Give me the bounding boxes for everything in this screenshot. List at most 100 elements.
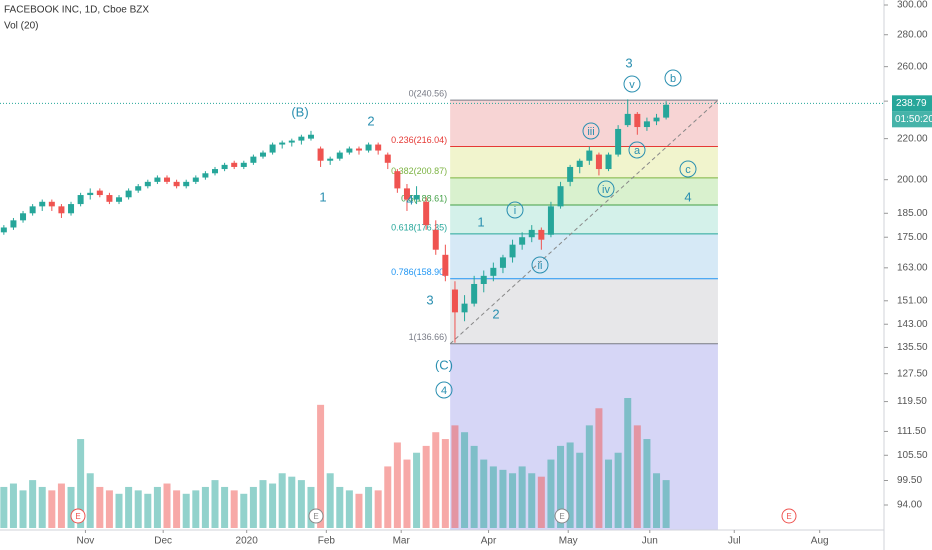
candle-body [68,204,75,214]
volume-bar [653,473,661,528]
volume-bar [355,493,363,528]
fib-label: 1(136.66) [409,332,448,342]
volume-bar [144,493,152,528]
volume-bar [499,469,507,528]
volume-bar [614,452,622,528]
volume-bar [403,459,411,528]
candle-body [595,154,602,170]
volume-bar [643,439,651,528]
wave-label: 2 [492,306,499,321]
fib-label: 0.5(188.61) [401,193,447,203]
wave-label: 1 [477,214,484,229]
candle-body [125,190,132,198]
wave-circle [531,256,549,274]
x-tick-label: May [559,536,578,547]
candle-body [87,192,94,196]
earnings-marker [781,508,797,524]
wave-circle [506,201,524,219]
volume-bar [422,445,430,528]
volume-bar [163,483,171,528]
fib-zone [450,146,718,178]
candle-body [432,229,439,250]
y-tick-label: 151.00 [897,295,928,306]
volume-bar [557,445,565,528]
volume-bar [211,480,219,528]
fib-zone [450,278,718,344]
candle-body [499,257,506,268]
wave-circle [679,160,697,178]
x-tick-label: Jun [642,536,658,547]
volume-bar [528,473,536,528]
volume-bar [9,483,17,528]
candle-body [509,244,516,258]
volume-bar [297,480,305,528]
candle-body [528,229,535,238]
volume-bar [384,466,392,528]
candle-body [365,144,372,151]
candle-body [173,181,180,187]
candle-body [106,195,113,202]
candle-body [39,201,46,207]
candle-body [29,206,36,214]
countdown-label: 01:50:20 [895,114,932,125]
volume-bar [470,445,478,528]
volume-bar [393,442,401,528]
wave-label: i [514,205,516,217]
candle-body [605,154,612,170]
candle-body [346,148,353,153]
volume-bar [585,425,593,528]
fib-label: 0.618(176.35) [391,222,447,232]
fib-label: 0.382(200.87) [391,166,447,176]
candle-body [471,283,478,304]
last-price-label: 238.79 [896,98,927,109]
y-tick-label: 163.00 [897,262,928,273]
candle-body [212,169,219,174]
x-tick-label: Mar [393,536,411,547]
fib-label: 0.786(158.90) [391,267,447,277]
y-tick-label: 300.00 [897,0,928,11]
countdown-box [892,111,932,128]
candle-body [663,104,670,118]
candle-body [413,195,420,200]
wave-label: v [629,79,635,91]
volume-bar [125,486,133,528]
volume-bar [633,425,641,528]
volume-bar [345,490,353,528]
candle-body [403,188,410,200]
candle-body [394,171,401,189]
earnings-label: E [786,512,791,521]
volume-bar [605,459,613,528]
y-tick-label: 111.50 [897,426,927,437]
wave-circle [623,75,641,93]
volume-bar [374,490,382,528]
wave-label: 4 [684,189,691,204]
volume-bar [221,486,229,528]
volume-bar [326,473,334,528]
y-tick-label: 185.00 [897,208,928,219]
candle-body [10,220,17,228]
volume-bar [67,486,75,528]
wave-label: 2 [367,113,374,128]
volume-bar [182,493,190,528]
trend-line [449,99,719,345]
volume-bar [259,480,267,528]
wave-label: 4 [441,385,447,397]
volume-bar [77,439,85,528]
wave-label: 3 [426,292,433,307]
wave-label: 3 [625,55,632,70]
y-tick-label: 175.00 [897,232,928,243]
volume-bar [489,466,497,528]
wave-circle [628,141,646,159]
wave-circle [435,381,453,399]
y-tick-label: 220.00 [897,133,928,144]
candle-body [317,148,324,161]
candle-body [48,201,55,207]
fib-zone [450,233,718,279]
wave-label: (B) [291,104,308,119]
volume-bar [307,486,315,528]
earnings-marker [308,508,324,524]
wave-label: 4 [406,192,413,207]
fib-zone [450,204,718,234]
volume-bar [192,490,200,528]
